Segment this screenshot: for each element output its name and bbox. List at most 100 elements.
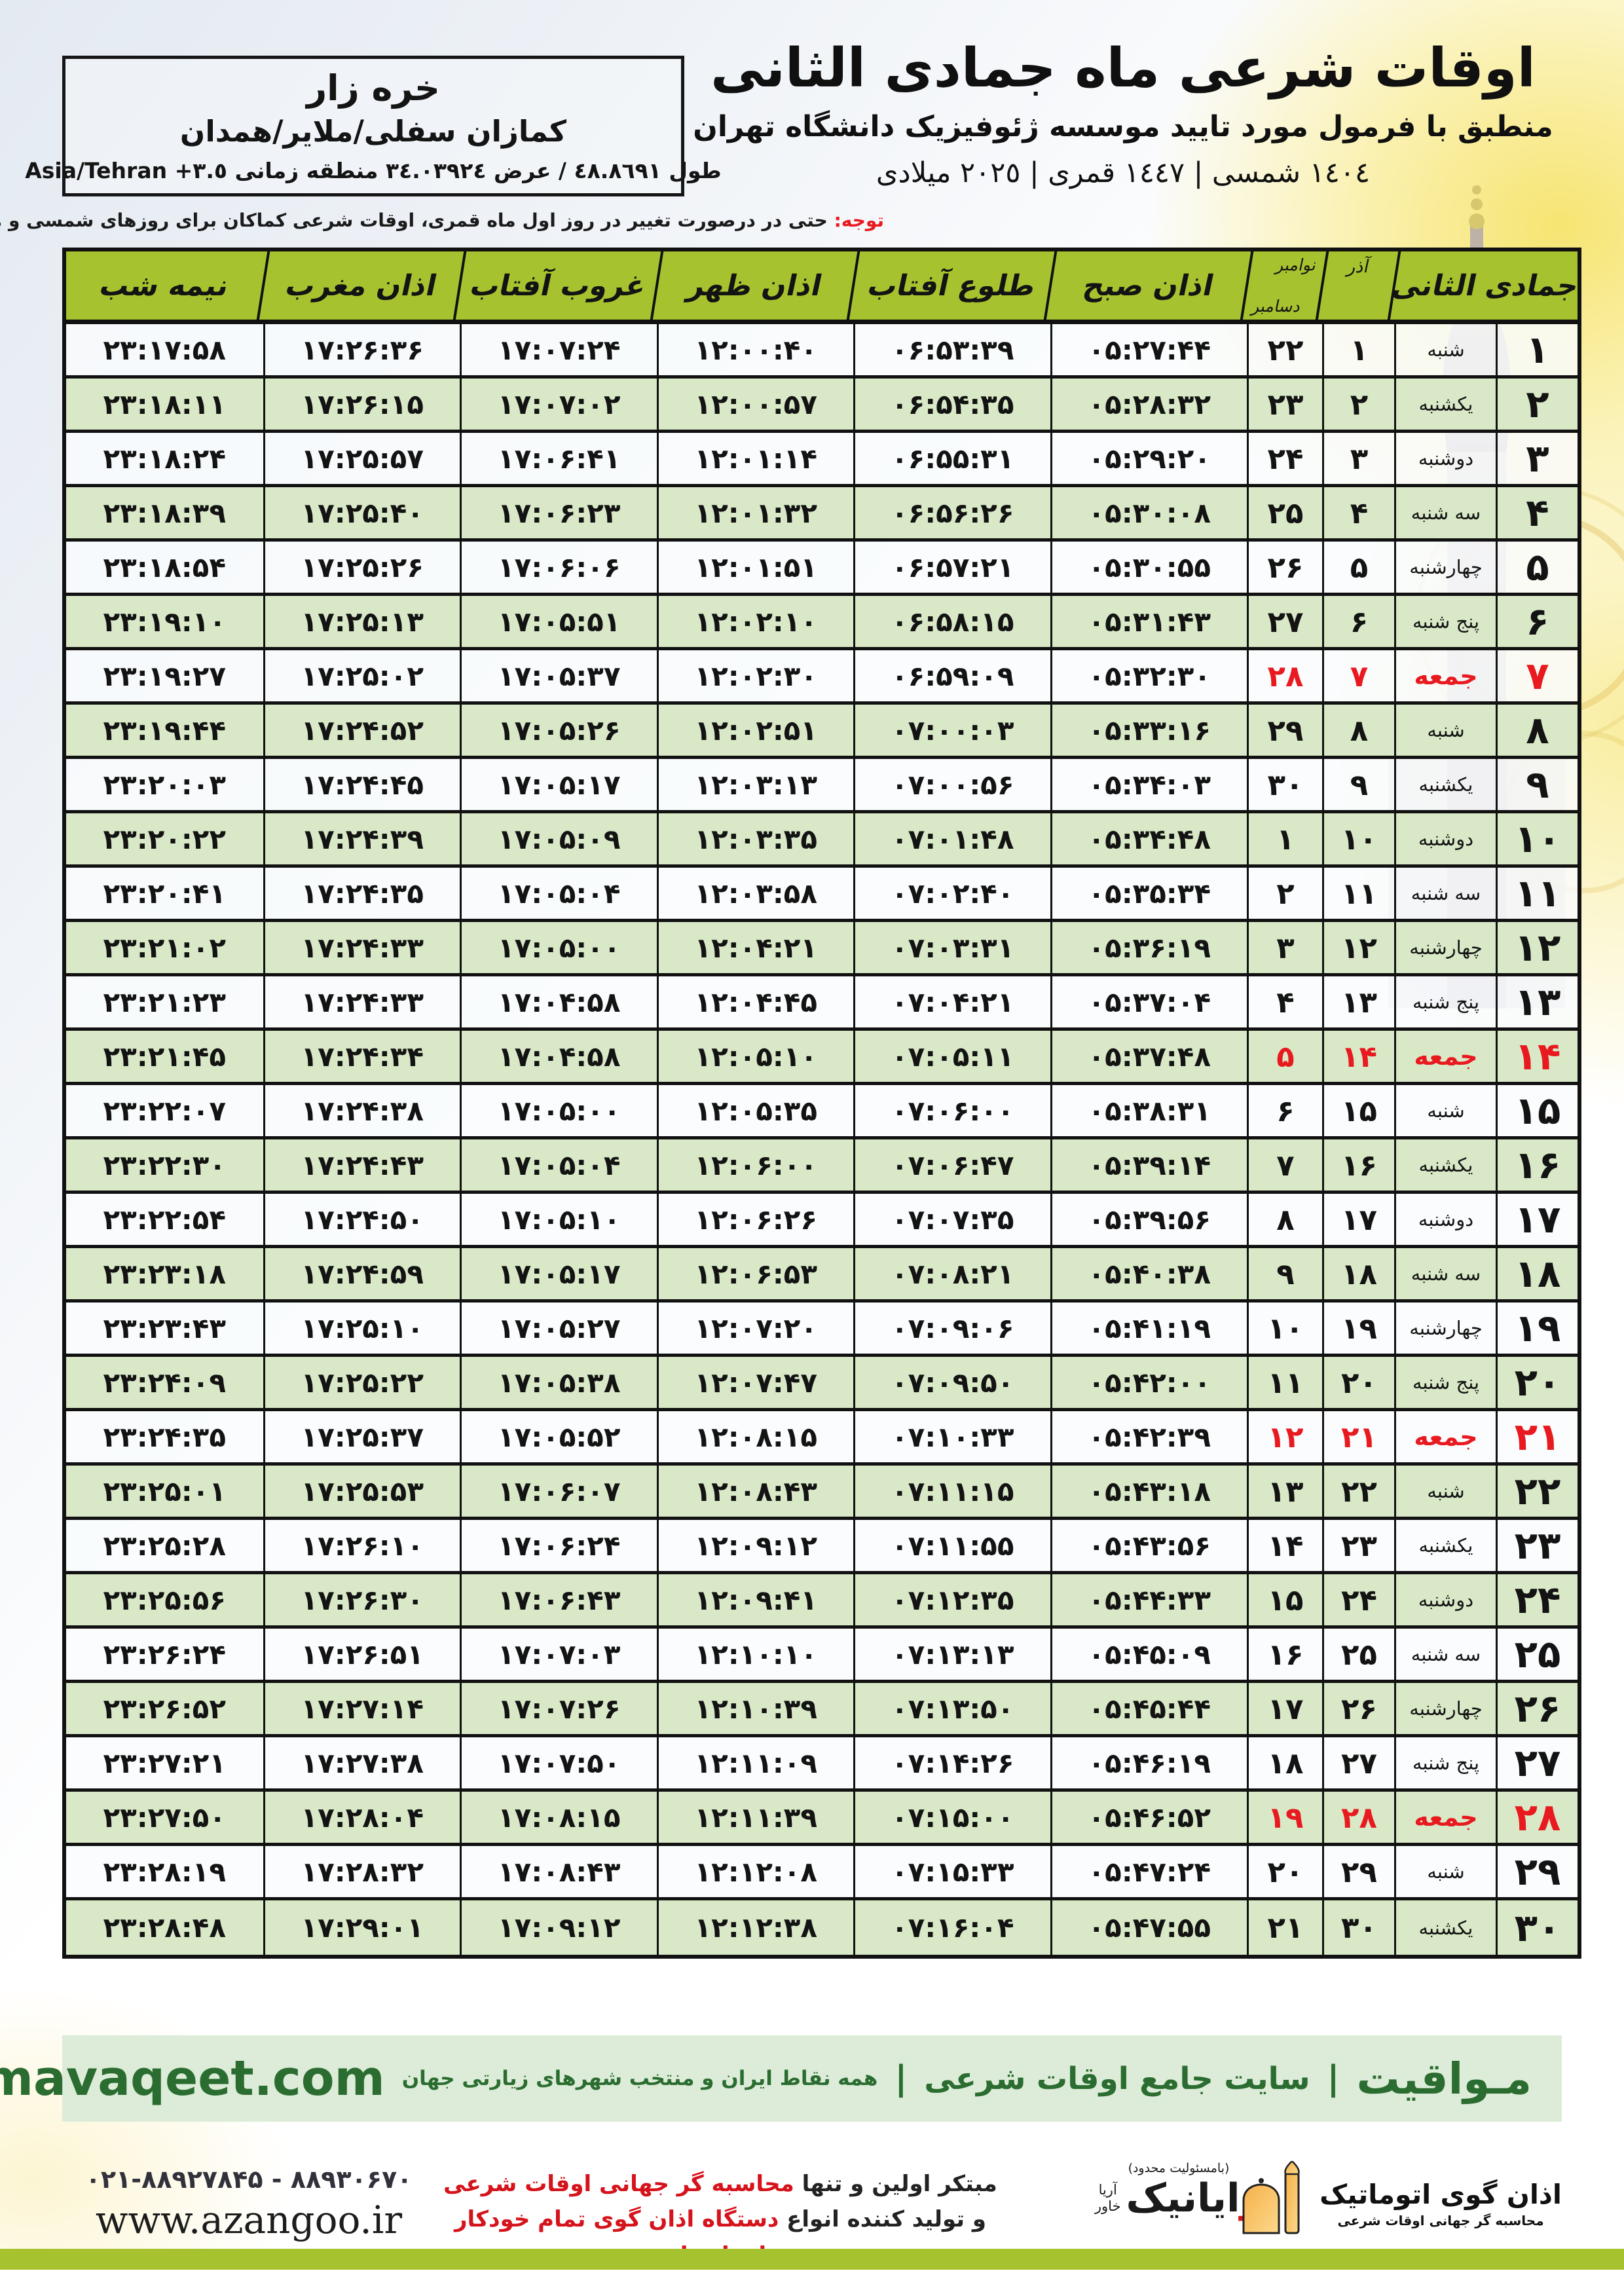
mavaqeet-banner: مـواقیت | سایت جامع اوقات شرعی | همه نقا… xyxy=(0,2035,1562,2122)
cell-azar-day: ۲۱ xyxy=(1322,1411,1394,1462)
cell-month-day: ۱۳ xyxy=(1496,976,1578,1027)
cell-weekday: دوشنبه xyxy=(1394,1194,1496,1245)
table-row: ۳ دوشنبه ۳ ۲۴ ۰۵:۲۹:۲۰ ۰۶:۵۵:۳۱ ۱۲:۰۱:۱۴… xyxy=(66,433,1578,487)
cell-midnight-time: ۲۳:۱۸:۵۴ xyxy=(103,551,226,583)
cell-midnight-time: ۲۳:۱۹:۲۷ xyxy=(103,659,226,692)
cell-weekday: جمعه xyxy=(1394,1792,1496,1843)
calendar-years: ١٤٠٤ شمسی | ١٤٤٧ قمری | ٢٠٢٥ میلادی xyxy=(876,157,1371,190)
cell-dhuhr-time: ۱۲:۰۳:۳۵ xyxy=(656,813,854,864)
cell-azar-day: ۲۴ xyxy=(1322,1574,1394,1625)
cell-dhuhr-time: ۱۲:۰۸:۴۳ xyxy=(656,1466,854,1517)
cell-maghrib-time: ۱۷:۲۴:۳۵ xyxy=(263,868,460,919)
cell-dhuhr-time: ۱۲:۰۰:۵۷ xyxy=(656,379,854,430)
cell-maghrib-time: ۱۷:۲۴:۵۹ xyxy=(263,1248,460,1299)
cell-fajr-time: ۰۵:۴۱:۱۹ xyxy=(1050,1303,1247,1354)
cell-midnight-time: ۲۳:۱۷:۵۸ xyxy=(103,333,226,366)
cell-sunrise-time: ۰۶:۵۹:۰۹ xyxy=(853,650,1050,701)
cell-month-day: ۱۹ xyxy=(1496,1303,1578,1354)
cell-maghrib-time: ۱۷:۲۶:۳۶ xyxy=(263,324,460,375)
cell-sunset-time: ۱۷:۰۷:۰۳ xyxy=(460,1629,657,1680)
cell-midnight-time: ۲۳:۲۶:۲۴ xyxy=(103,1638,226,1671)
cell-midnight-time: ۲۳:۲۳:۴۳ xyxy=(103,1312,226,1344)
page-title: اوقات شرعی ماه جمادی الثانی xyxy=(710,37,1536,100)
cell-maghrib-time: ۱۷:۲۵:۱۳ xyxy=(263,596,460,647)
cell-month-day: ۳۰ xyxy=(1496,1900,1578,1955)
cell-midnight-time: ۲۳:۲۳:۱۸ xyxy=(103,1257,226,1290)
cell-azar-day: ۱۵ xyxy=(1322,1085,1394,1136)
cell-fajr-time: ۰۵:۳۰:۰۸ xyxy=(1050,487,1247,538)
location-box: خره زار کمازان سفلی/ملایر/همدان طول ٤٨.٨… xyxy=(25,56,722,196)
cell-gregorian-day: ۱۵ xyxy=(1247,1574,1322,1625)
cell-fajr-time: ۰۵:۳۴:۴۸ xyxy=(1050,813,1247,864)
cell-sunset-time: ۱۷:۰۵:۱۰ xyxy=(460,1194,657,1245)
cell-sunset-time: ۱۷:۰۵:۰۰ xyxy=(460,1085,657,1136)
cell-weekday: پنج شنبه xyxy=(1394,1737,1496,1788)
mavaqeet-url: mavaqeet.com xyxy=(0,2050,385,2107)
cell-midnight-time: ۲۳:۲۲:۳۰ xyxy=(103,1149,226,1181)
cell-maghrib-time: ۱۷:۲۵:۳۷ xyxy=(263,1411,460,1462)
cell-dhuhr-time: ۱۲:۰۰:۴۰ xyxy=(656,324,854,375)
cell-maghrib-time: ۱۷:۲۴:۵۲ xyxy=(263,705,460,756)
cell-gregorian-day: ۲۷ xyxy=(1247,596,1322,647)
cell-month-day: ۱۰ xyxy=(1496,813,1578,864)
cell-sunset-time: ۱۷:۰۵:۰۴ xyxy=(460,868,657,919)
cell-midnight-time: ۲۳:۲۰:۰۳ xyxy=(103,768,226,801)
cell-dhuhr-time: ۱۲:۰۲:۵۱ xyxy=(656,705,854,756)
cell-sunrise-time: ۰۷:۱۳:۱۳ xyxy=(853,1629,1050,1680)
azangoo-sub: محاسبه گر جهانی اوقات شرعی xyxy=(1337,2213,1544,2228)
cell-midnight-time: ۲۳:۲۰:۲۲ xyxy=(103,822,226,855)
cell-month-day: ۲۴ xyxy=(1496,1574,1578,1625)
cell-sunset-time: ۱۷:۰۸:۴۳ xyxy=(460,1846,657,1897)
table-row: ۸ شنبه ۸ ۲۹ ۰۵:۳۳:۱۶ ۰۷:۰۰:۰۳ ۱۲:۰۲:۵۱ ۱… xyxy=(66,705,1578,759)
cell-sunset-time: ۱۷:۰۸:۱۵ xyxy=(460,1792,657,1843)
cell-gregorian-day: ۸ xyxy=(1247,1194,1322,1245)
cell-dhuhr-time: ۱۲:۱۱:۳۹ xyxy=(656,1792,854,1843)
cell-weekday: یکشنبه xyxy=(1394,1520,1496,1571)
cell-weekday: جمعه xyxy=(1394,1031,1496,1082)
cell-azar-day: ۲۵ xyxy=(1322,1629,1394,1680)
timezone-label: Asia/Tehran +٣.٥ xyxy=(25,158,228,184)
cell-gregorian-day: ۱۲ xyxy=(1247,1411,1322,1462)
cell-weekday: دوشنبه xyxy=(1394,433,1496,484)
cell-gregorian-day: ۲۰ xyxy=(1247,1846,1322,1897)
cell-sunset-time: ۱۷:۰۵:۰۰ xyxy=(460,922,657,973)
cell-gregorian-day: ۶ xyxy=(1247,1085,1322,1136)
cell-azar-day: ۱۹ xyxy=(1322,1303,1394,1354)
azangoo-name: اذان گوی اتوماتیک xyxy=(1320,2179,1562,2210)
cell-sunrise-time: ۰۶:۵۴:۳۵ xyxy=(853,379,1050,430)
cell-sunrise-time: ۰۶:۵۷:۲۱ xyxy=(853,542,1050,593)
cell-fajr-time: ۰۵:۴۵:۰۹ xyxy=(1050,1629,1247,1680)
table-row: ۲۳ یکشنبه ۲۳ ۱۴ ۰۵:۴۳:۵۶ ۰۷:۱۱:۵۵ ۱۲:۰۹:… xyxy=(66,1520,1578,1574)
table-row: ۲۵ سه شنبه ۲۵ ۱۶ ۰۵:۴۵:۰۹ ۰۷:۱۳:۱۳ ۱۲:۱۰… xyxy=(66,1629,1578,1683)
cell-maghrib-time: ۱۷:۲۷:۳۸ xyxy=(263,1737,460,1788)
cell-maghrib-time: ۱۷:۲۵:۲۲ xyxy=(263,1357,460,1408)
azangoo-logo: اذان گوی اتوماتیک محاسبه گر جهانی اوقات … xyxy=(1238,2160,1562,2270)
cell-month-day: ۲۹ xyxy=(1496,1846,1578,1897)
cell-fajr-time: ۰۵:۳۰:۵۵ xyxy=(1050,542,1247,593)
cell-fajr-time: ۰۵:۳۹:۱۴ xyxy=(1050,1139,1247,1191)
cell-gregorian-day: ۲۳ xyxy=(1247,379,1322,430)
cell-azar-day: ۲۷ xyxy=(1322,1737,1394,1788)
cell-sunrise-time: ۰۷:۰۱:۴۸ xyxy=(853,813,1050,864)
cell-gregorian-day: ۳ xyxy=(1247,922,1322,973)
cell-maghrib-time: ۱۷:۲۴:۳۹ xyxy=(263,813,460,864)
cell-sunset-time: ۱۷:۰۶:۴۱ xyxy=(460,433,657,484)
cell-weekday: چهارشنبه xyxy=(1394,1683,1496,1734)
cell-dhuhr-time: ۱۲:۰۳:۱۳ xyxy=(656,759,854,810)
cell-midnight-time: ۲۳:۲۴:۳۵ xyxy=(103,1420,226,1453)
contact-block: ۰۲۱-۸۸۹۲۷۸۴۵ - ۸۸۹۳۰۶۷۰ www.azangoo.ir xyxy=(85,2165,413,2242)
cell-month-day: ۱۵ xyxy=(1496,1085,1578,1136)
cell-sunrise-time: ۰۷:۱۱:۵۵ xyxy=(853,1520,1050,1571)
table-row: ۱۱ سه شنبه ۱۱ ۲ ۰۵:۳۵:۳۴ ۰۷:۰۲:۴۰ ۱۲:۰۳:… xyxy=(66,868,1578,922)
cell-sunrise-time: ۰۷:۰۰:۵۶ xyxy=(853,759,1050,810)
cell-sunset-time: ۱۷:۰۷:۲۶ xyxy=(460,1683,657,1734)
cell-midnight-time: ۲۳:۲۱:۲۳ xyxy=(103,986,226,1018)
cell-azar-day: ۵ xyxy=(1322,542,1394,593)
header-sunset: غروب آفتاب xyxy=(460,251,657,320)
cell-maghrib-time: ۱۷:۲۴:۴۵ xyxy=(263,759,460,810)
cell-dhuhr-time: ۱۲:۰۵:۱۰ xyxy=(656,1031,854,1082)
cell-dhuhr-time: ۱۲:۰۳:۵۸ xyxy=(656,868,854,919)
cell-midnight-time: ۲۳:۲۶:۵۲ xyxy=(103,1692,226,1725)
cell-month-day: ۸ xyxy=(1496,705,1578,756)
cell-midnight-time: ۲۳:۲۷:۵۰ xyxy=(103,1801,226,1834)
